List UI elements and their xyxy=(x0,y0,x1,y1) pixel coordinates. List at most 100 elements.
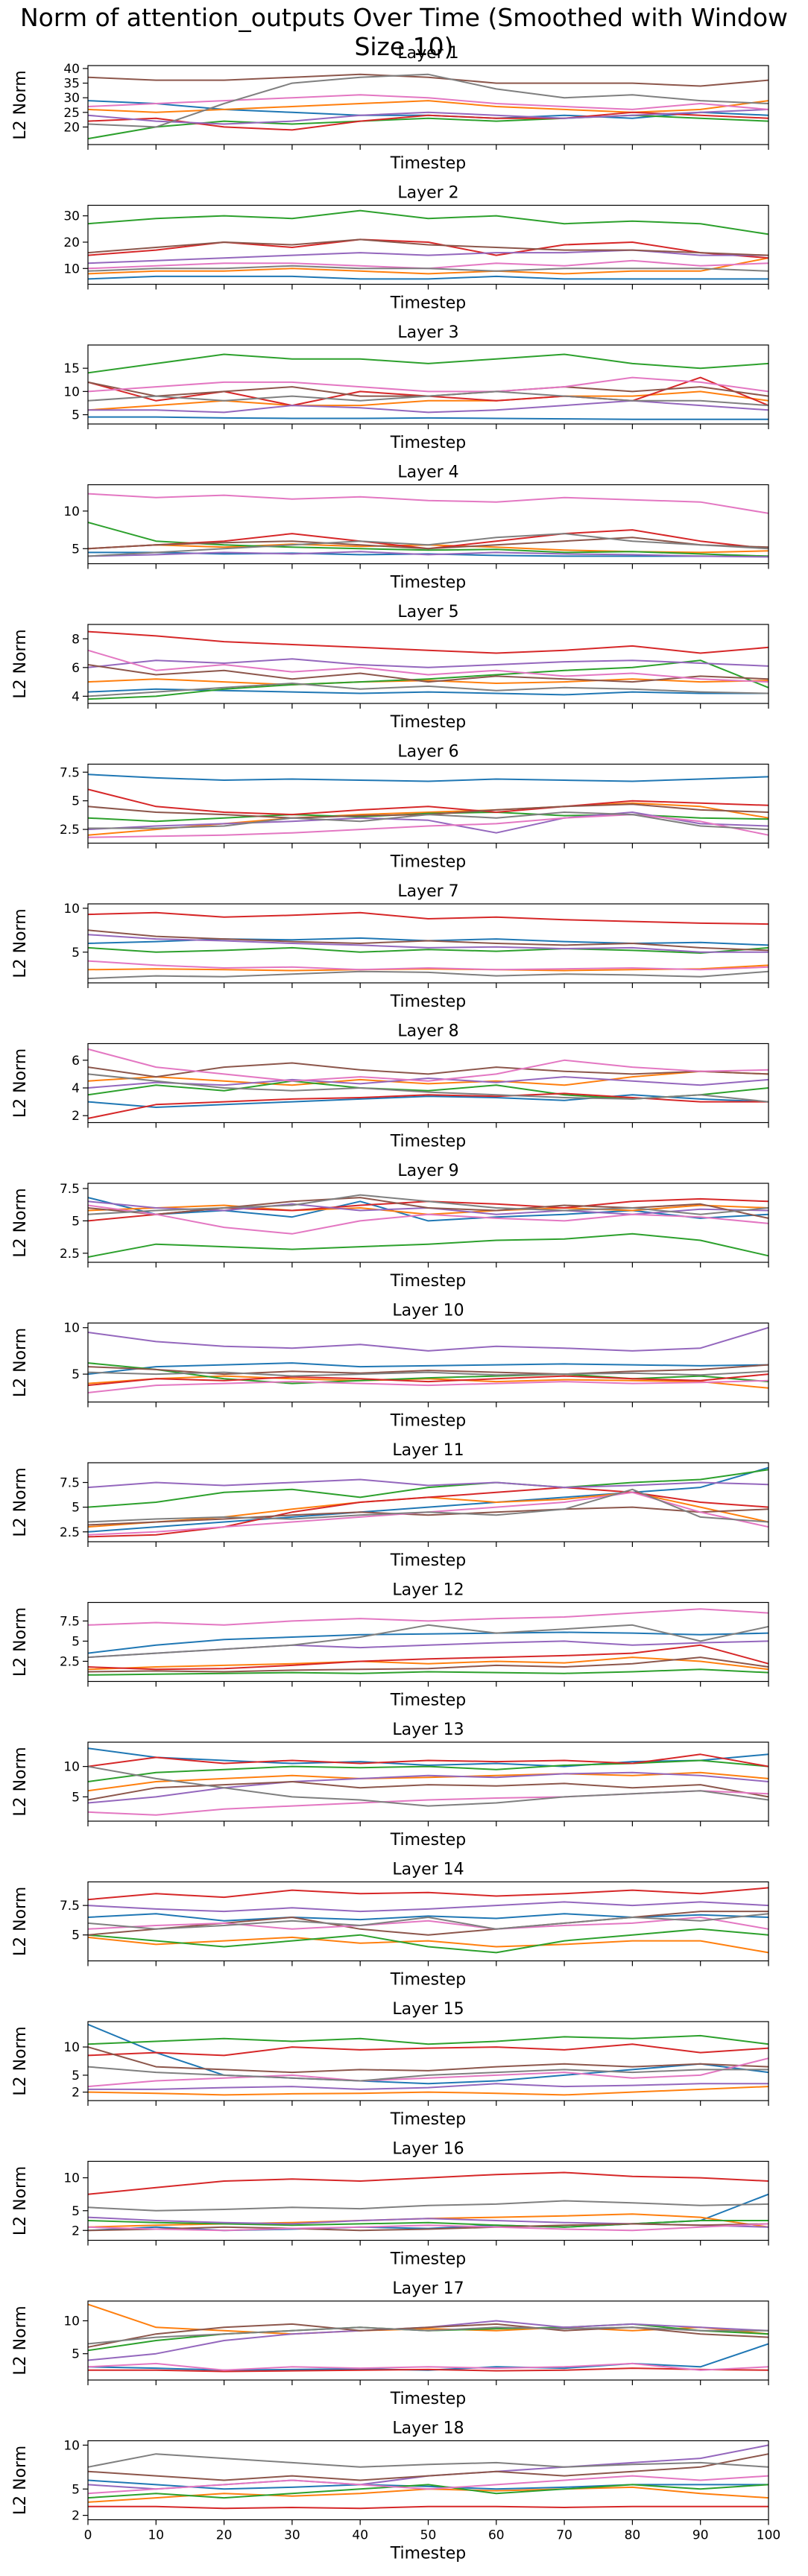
series-line xyxy=(87,2223,769,2232)
y-tick-label: 2 xyxy=(72,2086,80,2101)
panel-title: Layer 3 xyxy=(397,323,458,342)
x-tick-label: 60 xyxy=(488,2528,505,2543)
y-tick-label: 10 xyxy=(63,504,80,519)
y-axis-label: L2 Norm xyxy=(11,1607,30,1677)
series-line xyxy=(87,390,769,411)
x-axis-label: Timestep xyxy=(390,1412,466,1431)
y-tick-label: 20 xyxy=(63,120,80,135)
y-tick-label: 5 xyxy=(72,946,80,961)
series-line xyxy=(87,2171,769,2195)
series-line xyxy=(87,1506,769,1526)
layer-panel-9: Layer 9 2.5 5 7.5 Timestep L2 Norm xyxy=(11,1162,769,1291)
layer-panel-3: Layer 3 5 10 15 Timestep xyxy=(63,323,769,452)
x-axis-label: Timestep xyxy=(390,2390,466,2408)
series-line xyxy=(87,929,769,952)
series-line xyxy=(87,2323,769,2348)
y-tick-label: 4 xyxy=(72,1081,80,1096)
series-line xyxy=(87,970,769,980)
layer-panel-13: Layer 13 5 10 Timestep L2 Norm xyxy=(11,1721,769,1849)
layer-panel-12: Layer 12 2.5 5 7.5 Timestep L2 Norm xyxy=(11,1581,769,1710)
y-tick-label: 40 xyxy=(63,62,80,77)
y-tick-label: 10 xyxy=(63,384,80,399)
series-line xyxy=(87,1232,769,1258)
series-line xyxy=(87,257,769,275)
series-line xyxy=(87,1070,769,1086)
series-line xyxy=(87,114,769,140)
x-axis-label: Timestep xyxy=(390,2545,466,2563)
y-tick-label: 25 xyxy=(63,106,80,121)
y-tick-label: 10 xyxy=(63,2040,80,2055)
y-axis-label: L2 Norm xyxy=(11,1188,30,1257)
x-tick-label: 0 xyxy=(84,2528,92,2543)
x-axis-label: Timestep xyxy=(390,1272,466,1291)
series-line xyxy=(87,238,769,259)
y-tick-label: 10 xyxy=(63,1760,80,1775)
panel-title: Layer 13 xyxy=(392,1721,464,1739)
series-line xyxy=(88,416,768,420)
panel-title: Layer 1 xyxy=(397,44,458,63)
panel-title: Layer 17 xyxy=(392,2279,464,2298)
series-line xyxy=(87,2086,769,2096)
x-axis-label: Timestep xyxy=(390,1971,466,1990)
series-line xyxy=(87,2046,769,2074)
series-line xyxy=(87,1373,769,1387)
series-line xyxy=(87,1747,769,1768)
panel-title: Layer 15 xyxy=(392,2000,464,2019)
panel-title: Layer 18 xyxy=(392,2420,464,2438)
y-tick-label: 7.5 xyxy=(60,1899,80,1914)
series-line xyxy=(87,2362,769,2371)
series-line xyxy=(87,100,769,113)
series-line xyxy=(87,1781,769,1801)
y-tick-label: 6 xyxy=(72,1054,80,1069)
series-line xyxy=(87,1491,769,1536)
series-line xyxy=(87,1469,769,1508)
series-line xyxy=(87,2200,769,2212)
series-line xyxy=(87,1048,769,1082)
y-axis-label: L2 Norm xyxy=(11,2446,30,2515)
y-tick-label: 5 xyxy=(72,408,80,423)
y-tick-label: 8 xyxy=(72,632,80,647)
layer-panel-2: Layer 2 10 20 30 Timestep xyxy=(63,184,769,313)
y-tick-label: 30 xyxy=(63,209,80,224)
x-tick-label: 20 xyxy=(216,2528,233,2543)
y-axis-label: L2 Norm xyxy=(11,1887,30,1956)
y-axis-label: L2 Norm xyxy=(11,2026,30,2095)
series-line xyxy=(87,537,769,550)
y-tick-label: 30 xyxy=(63,91,80,106)
series-line xyxy=(87,2043,769,2057)
x-axis-label: Timestep xyxy=(390,1692,466,1710)
y-tick-label: 20 xyxy=(63,235,80,250)
series-line xyxy=(87,964,769,972)
series-line xyxy=(87,1936,769,1954)
y-axis-label: L2 Norm xyxy=(11,1747,30,1816)
series-line xyxy=(87,934,768,953)
y-tick-label: 35 xyxy=(63,77,80,92)
series-line xyxy=(87,1656,769,1671)
series-line xyxy=(87,664,769,683)
series-line xyxy=(87,209,769,235)
y-axis-label: L2 Norm xyxy=(11,1328,30,1397)
y-tick-label: 7.5 xyxy=(60,765,80,780)
series-line xyxy=(87,1362,769,1384)
series-line xyxy=(87,1362,769,1376)
y-tick-label: 2.5 xyxy=(60,1525,80,1540)
series-line xyxy=(87,788,769,816)
layer-panel-5: Layer 5 4 6 8 Timestep L2 Norm xyxy=(11,603,769,732)
series-line xyxy=(87,1370,769,1377)
panel-title: Layer 12 xyxy=(392,1581,464,1600)
series-line xyxy=(87,1488,769,1523)
series-line xyxy=(87,814,769,838)
x-axis-label: Timestep xyxy=(390,2250,466,2269)
series-line xyxy=(87,1062,769,1078)
y-tick-label: 10 xyxy=(63,2314,80,2329)
x-tick-label: 50 xyxy=(420,2528,437,2543)
series-line xyxy=(87,73,769,87)
y-tick-label: 2.5 xyxy=(60,823,80,838)
series-line xyxy=(87,960,769,971)
series-line xyxy=(87,2023,769,2085)
series-line xyxy=(87,1487,769,1538)
layer-panel-7: Layer 7 5 10 Timestep L2 Norm xyxy=(11,882,769,1011)
y-tick-label: 5 xyxy=(72,1214,80,1229)
series-line xyxy=(87,773,769,782)
